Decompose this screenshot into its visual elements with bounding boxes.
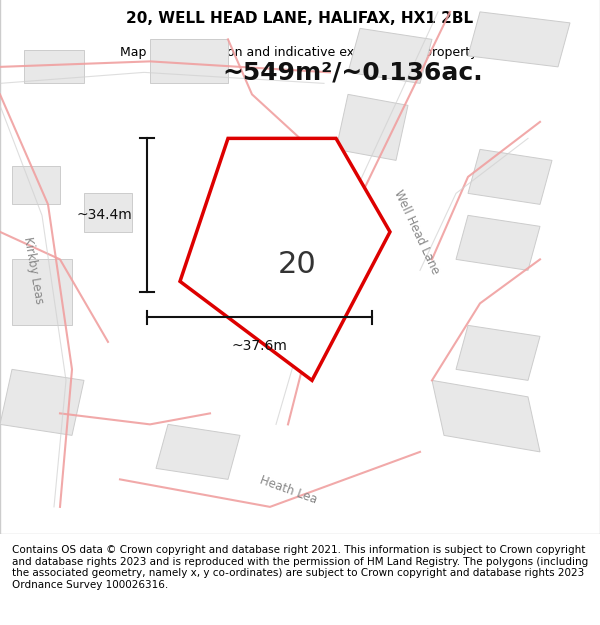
Polygon shape <box>0 369 84 436</box>
Polygon shape <box>12 166 60 204</box>
Text: Map shows position and indicative extent of the property.: Map shows position and indicative extent… <box>120 46 480 59</box>
Text: Contains OS data © Crown copyright and database right 2021. This information is : Contains OS data © Crown copyright and d… <box>12 545 588 590</box>
Text: 20: 20 <box>278 251 316 279</box>
Text: ~37.6m: ~37.6m <box>232 339 287 353</box>
Polygon shape <box>468 12 570 67</box>
Text: Kirkby Leas: Kirkby Leas <box>20 236 46 305</box>
Polygon shape <box>456 216 540 271</box>
Polygon shape <box>348 28 432 83</box>
Polygon shape <box>84 193 132 232</box>
Polygon shape <box>24 51 84 83</box>
Polygon shape <box>228 204 300 271</box>
Text: ~549m²/~0.136ac.: ~549m²/~0.136ac. <box>222 61 482 84</box>
Polygon shape <box>12 259 72 326</box>
Polygon shape <box>432 381 540 452</box>
Polygon shape <box>456 326 540 381</box>
Polygon shape <box>336 94 408 161</box>
Polygon shape <box>468 149 552 204</box>
Polygon shape <box>180 138 390 381</box>
Text: ~34.4m: ~34.4m <box>76 208 132 222</box>
Text: 20, WELL HEAD LANE, HALIFAX, HX1 2BL: 20, WELL HEAD LANE, HALIFAX, HX1 2BL <box>127 11 473 26</box>
Polygon shape <box>150 39 228 83</box>
Text: Well Head Lane: Well Head Lane <box>392 188 442 276</box>
Text: Heath Lea: Heath Lea <box>257 474 319 507</box>
Polygon shape <box>156 424 240 479</box>
